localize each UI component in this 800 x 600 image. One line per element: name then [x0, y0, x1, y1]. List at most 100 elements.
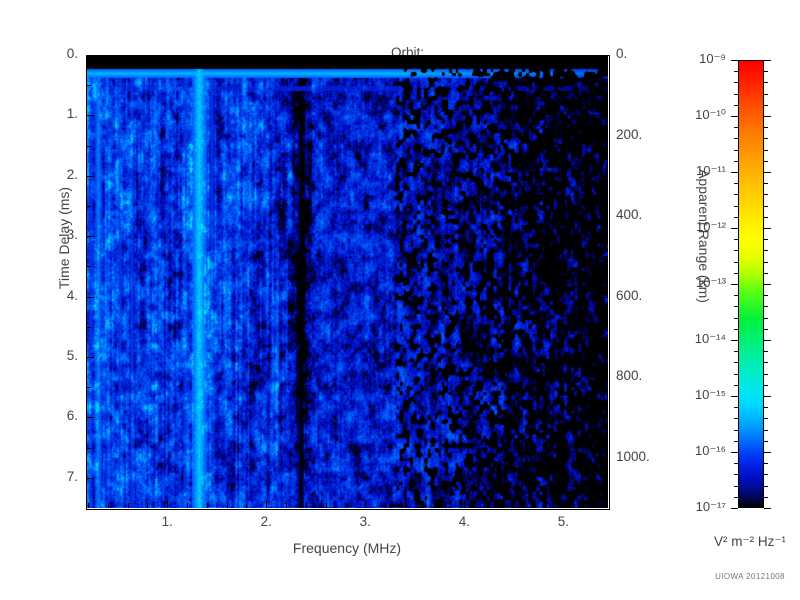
- y-left-tick-major: [86, 417, 94, 419]
- x-tick-minor: [286, 503, 288, 508]
- colorbar-tick-minor: [734, 138, 738, 140]
- y-right-tick-minor: [603, 417, 608, 419]
- x-tick-label: 1.: [161, 514, 173, 529]
- y-right-tick-minor: [603, 497, 608, 499]
- x-tick-minor: [107, 503, 109, 508]
- y-right-tick-label: 200.: [616, 126, 643, 142]
- x-tick-major: [365, 500, 367, 508]
- colorbar-tick-minor: [764, 127, 768, 129]
- x-tick-minor: [206, 503, 208, 508]
- colorbar-tick-minor: [764, 250, 768, 252]
- colorbar-tick-minor: [764, 295, 768, 297]
- x-tick-major-top: [464, 55, 466, 63]
- y-left-tick-minor: [86, 447, 91, 449]
- footer-credit: UIOWA 20121008: [715, 572, 785, 581]
- colorbar-tick-major: [731, 116, 738, 117]
- colorbar-tick-minor: [734, 440, 738, 442]
- colorbar-tick-minor: [734, 216, 738, 218]
- colorbar-tick-minor: [734, 463, 738, 465]
- y-right-tick-major: [600, 296, 608, 298]
- colorbar-tick-minor: [734, 250, 738, 252]
- colorbar-tick-minor: [764, 93, 768, 95]
- y-left-tick-minor: [86, 387, 91, 389]
- colorbar-tick-minor: [764, 239, 768, 241]
- y-left-tick-major: [86, 296, 94, 298]
- colorbar-tick-minor: [734, 160, 738, 162]
- colorbar-tick-minor: [764, 183, 768, 185]
- colorbar[interactable]: [738, 60, 764, 508]
- colorbar-tick-minor: [764, 407, 768, 409]
- y-right-tick-label: 800.: [616, 368, 643, 384]
- y-left-tick-major: [86, 115, 94, 117]
- colorbar-tick-label: 10⁻⁹: [699, 51, 726, 66]
- colorbar-tick-minor: [734, 474, 738, 476]
- y-left-tick-minor: [86, 266, 91, 268]
- x-tick-major-top: [365, 55, 367, 63]
- colorbar-tick-minor: [734, 239, 738, 241]
- x-tick-minor: [404, 503, 406, 508]
- colorbar-tick-label: 10⁻¹⁴: [694, 331, 726, 346]
- colorbar-tick-label: 10⁻¹⁰: [695, 107, 726, 122]
- colorbar-tick-major: [764, 228, 771, 229]
- colorbar-tick-minor: [734, 373, 738, 375]
- x-tick-minor: [87, 503, 89, 508]
- colorbar-tick-minor: [764, 149, 768, 151]
- colorbar-unit-label: V² m⁻² Hz⁻¹: [690, 534, 800, 550]
- y-left-tick-minor: [86, 145, 91, 147]
- x-tick-minor: [226, 503, 228, 508]
- colorbar-tick-minor: [734, 295, 738, 297]
- colorbar-tick-major: [764, 508, 771, 509]
- colorbar-tick-major: [731, 284, 738, 285]
- colorbar-tick-minor: [734, 407, 738, 409]
- colorbar-tick-minor: [734, 93, 738, 95]
- y-right-tick-label: 400.: [616, 207, 643, 223]
- y-right-tick-minor: [603, 336, 608, 338]
- y-right-tick-label: 1000.: [616, 448, 650, 464]
- colorbar-tick-minor: [734, 317, 738, 319]
- spectrogram-plot-area[interactable]: [86, 55, 608, 508]
- y-right-tick-label: 600.: [616, 287, 643, 303]
- y-right-tick-minor: [603, 95, 608, 97]
- colorbar-tick-minor: [734, 104, 738, 106]
- colorbar-tick-major: [764, 172, 771, 173]
- y-right-tick-major: [600, 377, 608, 379]
- colorbar-tick-minor: [764, 429, 768, 431]
- colorbar-tick-minor: [734, 71, 738, 73]
- colorbar-tick-minor: [764, 418, 768, 420]
- colorbar-tick-minor: [734, 183, 738, 185]
- x-tick-minor: [543, 503, 545, 508]
- x-axis-title: Frequency (MHz): [292, 540, 402, 556]
- colorbar-tick-minor: [734, 272, 738, 274]
- colorbar-tick-major: [764, 396, 771, 397]
- y-right-tick-major: [600, 457, 608, 459]
- x-tick-major: [167, 500, 169, 508]
- x-tick-label: 5.: [557, 514, 570, 529]
- colorbar-tick-minor: [734, 205, 738, 207]
- x-tick-minor: [523, 503, 525, 508]
- colorbar-tick-minor: [764, 306, 768, 308]
- colorbar-tick-minor: [734, 485, 738, 487]
- y-left-tick-label: 4.: [66, 287, 78, 303]
- y-left-tick-label: 6.: [66, 408, 78, 424]
- x-tick-label: 3.: [359, 514, 371, 529]
- colorbar-tick-minor: [764, 205, 768, 207]
- colorbar-tick-minor: [764, 216, 768, 218]
- colorbar-tick-minor: [764, 160, 768, 162]
- colorbar-tick-minor: [734, 149, 738, 151]
- x-tick-minor: [325, 503, 327, 508]
- spectrogram-canvas[interactable]: [86, 55, 608, 508]
- y-right-tick-major: [600, 55, 608, 56]
- colorbar-tick-label: 10⁻¹²: [696, 219, 726, 234]
- colorbar-tick-minor: [764, 328, 768, 330]
- x-tick-label: 2.: [260, 514, 272, 529]
- x-tick-label: 4.: [458, 514, 470, 529]
- y-left-tick-label: 7.: [66, 468, 78, 484]
- y-right-tick-major: [600, 135, 608, 137]
- colorbar-tick-minor: [764, 317, 768, 319]
- y-left-tick-major: [86, 477, 94, 479]
- x-tick-major: [266, 500, 268, 508]
- y-right-tick-major: [600, 216, 608, 218]
- colorbar-tick-major: [764, 340, 771, 341]
- colorbar-tick-label: 10⁻¹³: [696, 275, 726, 290]
